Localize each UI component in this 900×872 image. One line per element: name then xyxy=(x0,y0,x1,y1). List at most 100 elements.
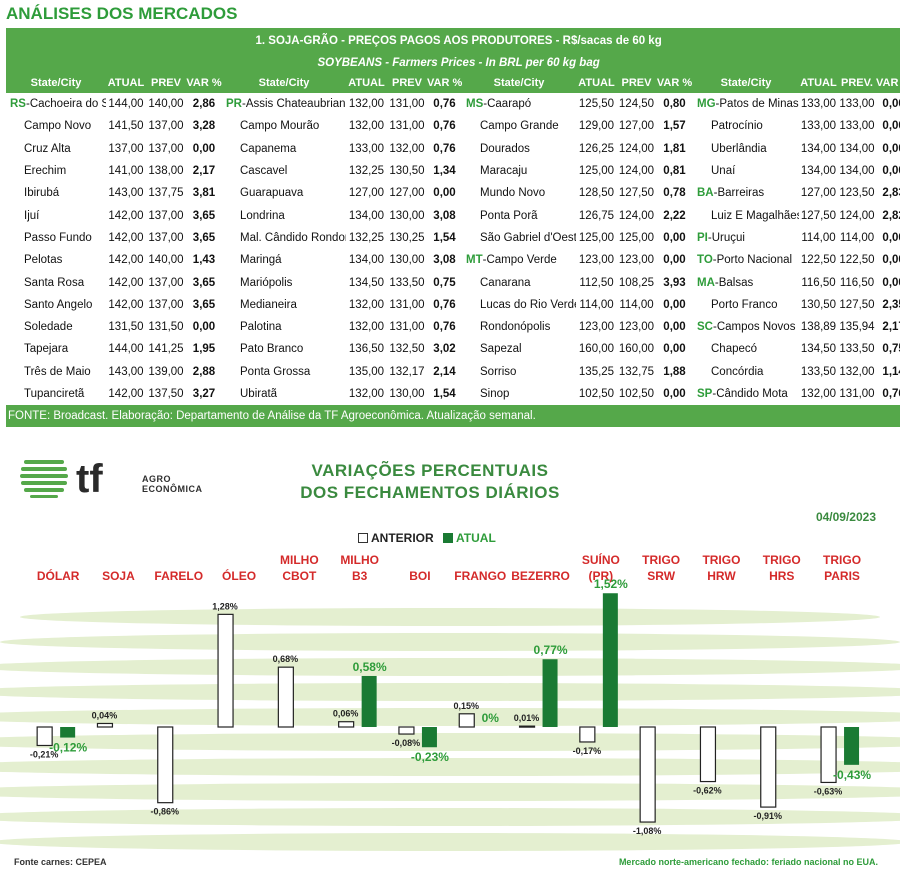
category-label: PARIS xyxy=(824,569,860,583)
city-cell: Cascavel xyxy=(222,160,346,182)
state-separator: - xyxy=(713,187,718,200)
atual-cell: 142,00 xyxy=(108,209,144,222)
prev-cell: 140,00 xyxy=(148,254,184,267)
var-cell: 3,65 xyxy=(192,298,216,311)
bar-atual xyxy=(602,593,618,727)
category-label: SOJA xyxy=(102,569,135,583)
var-cell: 0,00 xyxy=(663,254,686,267)
city-name: Campo Novo xyxy=(24,120,92,133)
city-name: Barreiras xyxy=(717,187,765,200)
var-cell: 2,14 xyxy=(433,365,456,378)
logo-mark-icon: tf xyxy=(20,457,103,501)
atual-cell: 127,50 xyxy=(800,209,837,222)
state-separator: - xyxy=(483,98,488,111)
city-name: Maringá xyxy=(240,254,282,267)
city-name: Ibirubá xyxy=(24,187,60,200)
atual-cell: 134,00 xyxy=(348,254,385,267)
prev-cell: 124,00 xyxy=(618,142,655,155)
atual-cell: 132,00 xyxy=(348,120,385,133)
var-cell: 1,34 xyxy=(433,165,456,178)
var-cell: 2,35 xyxy=(882,298,900,311)
table-row: Cruz Alta 137,00 137,00 0,00 Capanema 133,00 1… xyxy=(6,138,900,160)
atual-cell: 123,00 xyxy=(578,254,615,267)
prev-cell: 137,00 xyxy=(148,209,184,222)
table-row: Ijuí 142,00 137,00 3,65 Londrina 134,00 130,00… xyxy=(6,204,900,226)
atual-cell: 134,00 xyxy=(800,142,837,155)
city-name: Patos de Minas xyxy=(719,98,799,111)
bar-atual xyxy=(361,675,377,727)
city-cell: Patrocínio xyxy=(693,115,799,137)
prev-cell: 127,50 xyxy=(618,187,655,200)
bar-anterior xyxy=(639,726,656,823)
prev-cell: 124,00 xyxy=(839,209,875,222)
prev-cell: 137,00 xyxy=(148,142,184,155)
var-cell: 0,76 xyxy=(433,321,456,334)
prev-cell: 124,50 xyxy=(618,98,655,111)
city-cell: SC-Campos Novos xyxy=(693,316,799,338)
city-name: Ubiratã xyxy=(240,388,278,400)
background-stripe xyxy=(0,833,900,851)
prev-cell: 124,00 xyxy=(618,165,655,178)
label-atual: 1,52% xyxy=(594,577,628,591)
prev-cell: 127,00 xyxy=(389,187,425,200)
atual-cell: 128,50 xyxy=(578,187,615,200)
prev-cell: 137,50 xyxy=(148,388,184,400)
state-separator: - xyxy=(707,231,712,244)
background-stripe xyxy=(0,733,900,751)
label-anterior: -0,17% xyxy=(573,746,602,756)
variation-chart: DÓLAR -0,21%-0,12% SOJA 0,04% FARELO -0,86% ÓL… xyxy=(0,552,900,851)
city-name: Mariópolis xyxy=(240,276,293,289)
var-cell: 0,76 xyxy=(882,388,900,400)
table-footer: FONTE: Broadcast. Elaboração: Departamen… xyxy=(6,405,900,428)
category-label: FRANGO xyxy=(454,569,506,583)
state-code: TO xyxy=(697,254,713,267)
city-cell: Campo Mourão xyxy=(222,115,346,137)
city-name: Mal. Cândido Rondon xyxy=(240,231,346,244)
category-label: TRIGO xyxy=(642,553,680,567)
city-name: Pelotas xyxy=(24,254,63,267)
atual-cell: 126,75 xyxy=(578,209,615,222)
prev-cell: 123,50 xyxy=(839,187,875,200)
state-code: MA xyxy=(697,276,715,289)
chart-date: 04/09/2023 xyxy=(815,510,876,524)
city-name: Santo Angelo xyxy=(24,298,93,311)
atual-cell: 137,00 xyxy=(108,142,144,155)
table-row: Erechim 141,00 138,00 2,17 Cascavel 132,25 130… xyxy=(6,160,900,182)
category-label: HRS xyxy=(769,569,794,583)
city-name: Luiz E Magalhães xyxy=(711,209,799,222)
city-name: Assis Chateaubriand xyxy=(245,98,346,111)
category-label: BEZERRO xyxy=(511,569,570,583)
atual-cell: 134,00 xyxy=(348,209,385,222)
prev-cell: 139,00 xyxy=(148,365,184,378)
atual-cell: 133,00 xyxy=(348,142,385,155)
atual-cell: 129,00 xyxy=(578,120,615,133)
city-name: Unaí xyxy=(711,165,736,178)
header-prev: PREV. xyxy=(838,72,876,93)
category-label: BOI xyxy=(409,569,430,583)
legend-atual-swatch xyxy=(443,532,454,543)
var-cell: 1,88 xyxy=(663,365,686,378)
city-cell: Pelotas xyxy=(6,249,106,271)
background-stripe xyxy=(20,608,880,626)
category-label: (PR) xyxy=(589,569,614,583)
label-anterior: 0,04% xyxy=(92,710,118,720)
city-cell: Chapecó xyxy=(693,338,799,360)
header-prev: PREV xyxy=(387,72,427,93)
legend-anterior-label: ANTERIOR xyxy=(371,530,434,545)
city-name: Dourados xyxy=(480,142,530,155)
bar-atual xyxy=(542,659,558,727)
prev-cell: 114,00 xyxy=(839,231,875,244)
city-cell: Dourados xyxy=(462,138,576,160)
var-cell: 0,78 xyxy=(663,187,686,200)
prev-cell: 137,00 xyxy=(148,120,184,133)
var-cell: 1,54 xyxy=(433,388,456,400)
city-cell: Ubiratã xyxy=(222,383,346,405)
var-cell: 0,00 xyxy=(663,298,686,311)
city-cell: PI-Uruçui xyxy=(693,227,799,249)
header-var: VAR % xyxy=(186,72,222,93)
var-cell: 0,76 xyxy=(433,298,456,311)
city-cell: Porto Franco xyxy=(693,294,799,316)
prev-cell: 132,17 xyxy=(389,365,425,378)
label-anterior: -0,62% xyxy=(693,786,722,796)
category-label: FARELO xyxy=(154,569,203,583)
